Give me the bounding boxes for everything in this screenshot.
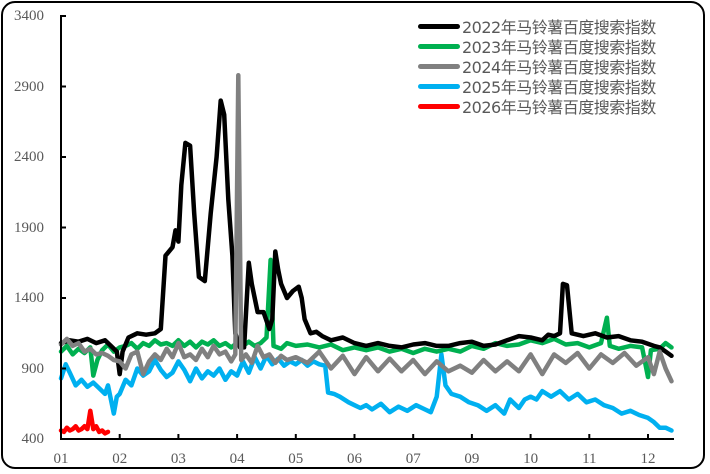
- legend-item-2026: 2026年马铃薯百度搜索指数: [418, 96, 656, 117]
- legend-swatch-2023: [418, 43, 460, 49]
- y-tick-label: 2900: [14, 78, 44, 95]
- legend-item-2023: 2023年马铃薯百度搜索指数: [418, 36, 656, 57]
- legend-item-2022: 2022年马铃薯百度搜索指数: [418, 16, 656, 37]
- legend-item-2024: 2024年马铃薯百度搜索指数: [418, 56, 656, 77]
- legend-swatch-2024: [418, 63, 460, 69]
- legend-swatch-2025: [418, 83, 460, 89]
- y-tick-label: 900: [21, 360, 45, 377]
- y-tick-label: 400: [21, 431, 45, 447]
- x-tick-label: 01: [53, 451, 69, 467]
- y-tick-label: 2400: [14, 149, 44, 165]
- series-line-2023: [58, 257, 674, 380]
- series-line-2025: [58, 352, 674, 433]
- x-tick-label: 11: [582, 451, 597, 467]
- series-layer: [58, 72, 674, 436]
- y-axis-ticks: [61, 15, 66, 440]
- x-tick-label: 07: [405, 451, 421, 467]
- legend-label: 2023年马铃薯百度搜索指数: [462, 38, 656, 57]
- y-tick-label: 3400: [14, 8, 44, 24]
- y-tick-label: 1400: [14, 290, 44, 306]
- x-tick-label: 03: [170, 451, 186, 467]
- chart-frame: [1, 1, 705, 469]
- x-tick-label: 10: [523, 451, 539, 467]
- x-tick-label: 05: [288, 451, 304, 467]
- series-line-2022: [58, 98, 674, 377]
- legend-swatch-2026: [418, 103, 460, 109]
- legend-label: 2026年马铃薯百度搜索指数: [462, 98, 656, 117]
- x-tick-label: 09: [464, 451, 480, 467]
- x-tick-label: 06: [347, 451, 362, 467]
- legend: 2022年马铃薯百度搜索指数 2023年马铃薯百度搜索指数 2024年马铃薯百度…: [418, 16, 656, 117]
- series-line-2026: [58, 408, 111, 436]
- series-line-2024: [58, 72, 674, 384]
- x-axis-ticks: [118, 434, 649, 439]
- legend-swatch-2022: [418, 23, 460, 29]
- legend-label: 2022年马铃薯百度搜索指数: [462, 18, 656, 37]
- legend-item-2025: 2025年马铃薯百度搜索指数: [418, 76, 656, 97]
- y-tick-label: 1900: [14, 219, 44, 236]
- x-tick-label: 12: [640, 451, 656, 467]
- x-tick-label: 02: [112, 451, 128, 467]
- legend-label: 2025年马铃薯百度搜索指数: [462, 78, 656, 97]
- legend-label: 2024年马铃薯百度搜索指数: [462, 58, 656, 77]
- x-tick-label: 04: [229, 451, 245, 467]
